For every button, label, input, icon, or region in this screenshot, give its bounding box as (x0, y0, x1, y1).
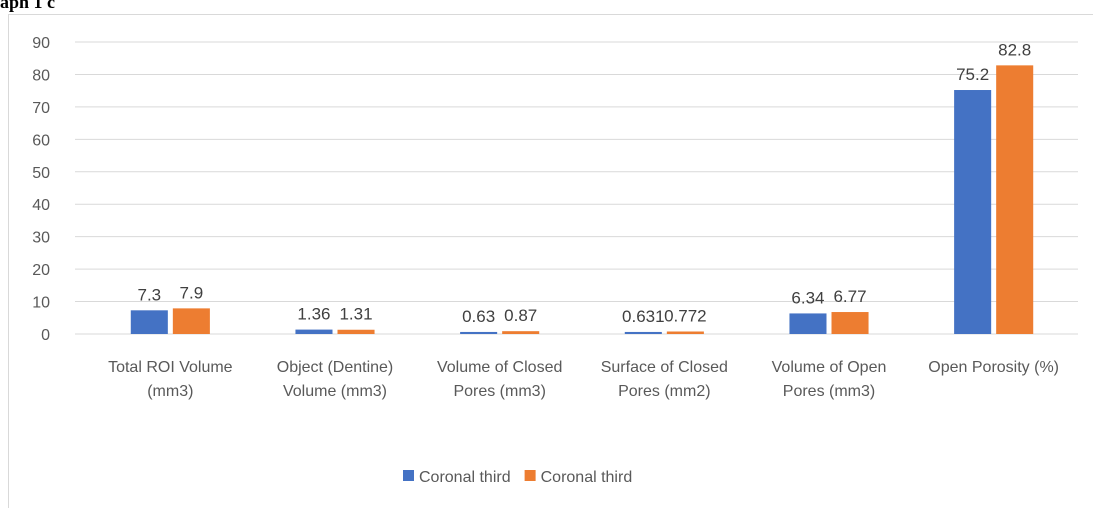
y-tick-label: 30 (32, 230, 50, 247)
y-tick-label: 20 (32, 262, 50, 279)
data-label: 0.772 (664, 306, 707, 325)
bar (337, 329, 375, 334)
x-tick-label: Open Porosity (%) (928, 359, 1059, 376)
y-tick-label: 90 (32, 35, 50, 52)
bar (666, 331, 704, 334)
bar (295, 329, 333, 334)
bar (954, 90, 992, 334)
bar (789, 313, 827, 334)
chart-title: aph 1 c (0, 0, 55, 12)
y-tick-label: 50 (32, 165, 50, 182)
data-label: 0.631 (622, 307, 665, 326)
y-tick-label: 0 (41, 327, 50, 344)
bar (130, 310, 168, 334)
x-tick-label: Volume of Open Pores (mm3) (772, 359, 887, 400)
data-label: 0.63 (462, 307, 495, 326)
y-tick-label: 60 (32, 132, 50, 149)
data-label: 6.34 (791, 288, 824, 307)
legend-label: Coronal third (541, 469, 633, 486)
chart-frame (8, 14, 1093, 508)
data-label: 75.2 (956, 65, 989, 84)
legend: Coronal third Coronal third (403, 469, 632, 486)
bar (172, 308, 210, 334)
bar (831, 312, 869, 334)
data-label: 7.3 (137, 285, 161, 304)
bar (996, 65, 1034, 335)
y-tick-label: 80 (32, 67, 50, 84)
x-tick-label: Surface of Closed Pores (mm2) (601, 359, 728, 400)
bar (502, 331, 540, 334)
bar (624, 331, 662, 334)
legend-swatch (524, 470, 536, 481)
data-label: 6.77 (833, 287, 866, 306)
data-label: 1.31 (339, 305, 372, 324)
y-tick-label: 70 (32, 100, 50, 117)
x-tick-label: Object (Dentine) Volume (mm3) (277, 359, 394, 400)
bar (460, 331, 498, 334)
legend-label: Coronal third (419, 469, 511, 486)
x-tick-label: Total ROI Volume (mm3) (108, 359, 233, 400)
data-label: 7.9 (180, 283, 204, 302)
data-label: 1.36 (297, 305, 330, 324)
legend-swatch (403, 470, 414, 481)
y-tick-label: 40 (32, 197, 50, 214)
y-tick-label: 10 (32, 295, 50, 312)
x-tick-label: Volume of Closed Pores (mm3) (437, 359, 562, 400)
data-label: 82.8 (998, 40, 1031, 59)
data-label: 0.87 (504, 306, 537, 325)
